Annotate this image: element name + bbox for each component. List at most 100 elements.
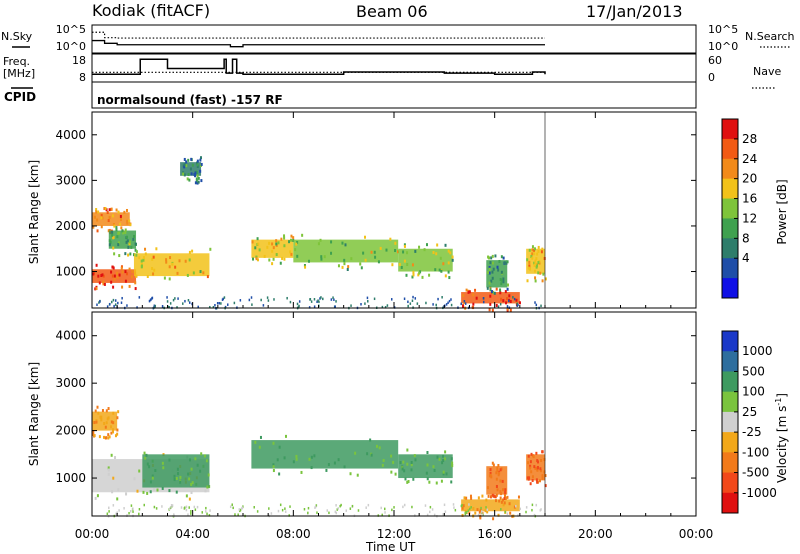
echo-cell xyxy=(425,243,428,247)
colorbar-tick-label: -500 xyxy=(742,466,769,480)
freq-label: Freq. xyxy=(3,55,30,68)
echo-cell xyxy=(517,495,520,499)
echo-cell xyxy=(488,271,491,275)
scatter-cell xyxy=(237,513,239,516)
echo-cell xyxy=(410,468,413,472)
cpid-strip xyxy=(91,81,697,109)
echo-cell xyxy=(94,409,97,413)
scatter-cell xyxy=(99,300,101,303)
echo-cell xyxy=(93,434,96,438)
echo-cell xyxy=(534,259,537,263)
echo-cell xyxy=(533,252,536,256)
echo-cell xyxy=(406,262,409,266)
scatter-cell xyxy=(297,306,300,309)
scatter-cell xyxy=(330,298,333,301)
scatter-cell xyxy=(232,506,234,510)
scatter-cell xyxy=(216,302,219,305)
echo-cell xyxy=(251,240,254,244)
echo-cell xyxy=(506,260,509,264)
echo-cell xyxy=(290,238,293,242)
power-ylabel: Slant Range [km] xyxy=(27,160,41,264)
echo-cell xyxy=(156,488,159,492)
echo-cell xyxy=(536,468,539,472)
scatter-cell xyxy=(506,305,509,308)
echo-region xyxy=(398,248,453,272)
echo-cell xyxy=(176,271,179,275)
echo-cell xyxy=(116,428,119,432)
echo-cell xyxy=(112,246,115,250)
echo-cell xyxy=(486,510,489,514)
echo-cell xyxy=(140,259,143,263)
scatter-cell xyxy=(273,298,275,301)
echo-cell xyxy=(130,275,133,279)
echo-cell xyxy=(337,264,340,268)
echo-cell xyxy=(490,256,493,260)
echo-cell xyxy=(117,210,120,214)
echo-cell xyxy=(103,207,106,211)
echo-cell xyxy=(92,430,95,434)
scatter-cell xyxy=(173,513,175,516)
echo-cell xyxy=(151,474,154,478)
scatter-cell xyxy=(212,305,215,309)
scatter-cell xyxy=(196,505,199,509)
scatter-cell xyxy=(154,304,157,308)
echo-cell xyxy=(199,158,202,162)
echo-cell xyxy=(307,259,310,263)
scatter-cell xyxy=(168,305,170,309)
scatter-cell xyxy=(322,297,324,301)
echo-cell xyxy=(527,477,530,481)
scatter-cell xyxy=(357,509,360,512)
echo-cell xyxy=(501,498,504,502)
echo-cell xyxy=(117,231,120,235)
echo-cell xyxy=(271,262,274,266)
echo-cell xyxy=(126,221,129,225)
scatter-cell xyxy=(310,300,313,303)
colorbar-swatch xyxy=(722,119,738,140)
echo-cell xyxy=(97,411,100,415)
scatter-cell xyxy=(465,511,467,514)
echo-cell xyxy=(194,171,197,175)
echo-cell xyxy=(506,495,509,499)
colorbar-swatch xyxy=(722,351,738,372)
scatter-cell xyxy=(308,306,311,309)
echo-cell xyxy=(451,255,454,259)
power-echoes xyxy=(92,156,547,312)
echo-cell xyxy=(496,265,499,269)
echo-cell xyxy=(438,457,441,461)
echo-cell xyxy=(487,494,490,498)
echo-cell xyxy=(411,275,414,279)
echo-cell xyxy=(499,490,502,494)
echo-cell xyxy=(113,274,116,278)
scatter-cell xyxy=(453,506,455,509)
colorbar-tick-label: 16 xyxy=(742,192,757,206)
scatter-cell xyxy=(171,504,174,507)
echo-cell xyxy=(528,260,531,264)
echo-cell xyxy=(490,475,493,479)
echo-cell xyxy=(359,262,362,266)
echo-cell xyxy=(145,453,148,457)
echo-region xyxy=(142,454,210,488)
echo-cell xyxy=(196,174,199,178)
scatter-cell xyxy=(185,508,188,512)
echo-cell xyxy=(488,256,491,260)
echo-cell xyxy=(196,164,199,168)
scatter-cell xyxy=(148,299,151,303)
echo-cell xyxy=(252,257,255,261)
scatter-cell xyxy=(298,304,300,308)
echo-cell xyxy=(207,473,210,477)
echo-cell xyxy=(114,456,117,460)
scatter-cell xyxy=(209,305,211,309)
echo-cell xyxy=(442,454,445,458)
echo-cell xyxy=(530,452,533,456)
echo-cell xyxy=(126,219,129,223)
echo-cell xyxy=(531,248,534,252)
echo-cell xyxy=(116,275,119,279)
echo-cell xyxy=(469,494,472,498)
echo-cell xyxy=(494,495,497,499)
scatter-cell xyxy=(223,296,226,299)
scatter-cell xyxy=(118,509,120,512)
echo-cell xyxy=(152,272,155,276)
echo-cell xyxy=(115,226,118,230)
echo-cell xyxy=(199,469,202,473)
scatter-cell xyxy=(364,302,366,305)
